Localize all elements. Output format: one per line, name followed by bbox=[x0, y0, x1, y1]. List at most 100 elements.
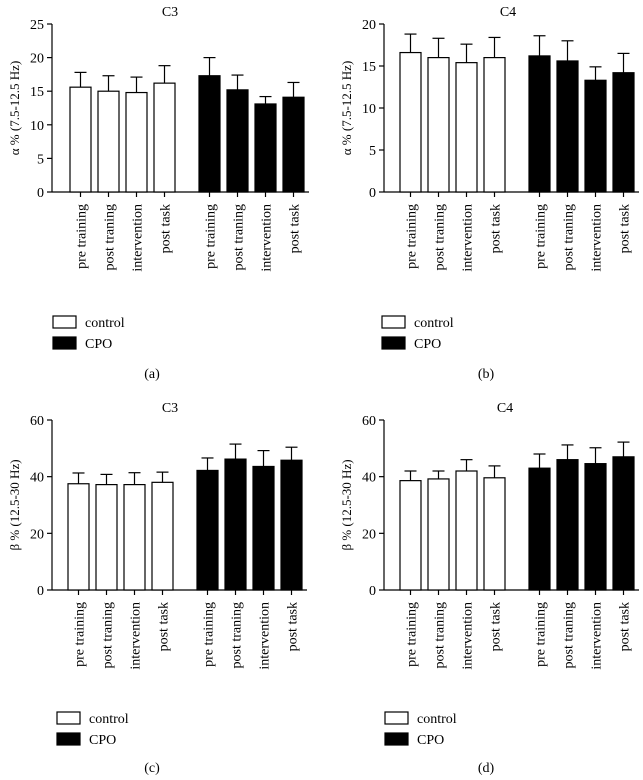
bar-control-1 bbox=[69, 86, 92, 193]
bar-cpo-2 bbox=[556, 60, 579, 193]
y-tick-label: 15 bbox=[362, 60, 376, 75]
bar-cpo-1 bbox=[198, 75, 221, 193]
x-tick-label: pre training bbox=[75, 204, 90, 269]
bar-control-3 bbox=[455, 470, 478, 591]
y-tick-label: 60 bbox=[362, 414, 376, 429]
bar-control-2 bbox=[97, 90, 120, 193]
y-tick-label: 0 bbox=[37, 584, 44, 599]
panel-label: (c) bbox=[144, 761, 160, 776]
legend-swatch-cpo bbox=[56, 732, 81, 746]
y-tick-label: 15 bbox=[30, 85, 44, 100]
legend-label-cpo: CPO bbox=[414, 337, 441, 352]
bar-control-4 bbox=[483, 56, 506, 193]
chart-title: C4 bbox=[500, 5, 516, 20]
y-tick-label: 60 bbox=[30, 414, 44, 429]
legend-swatch-cpo bbox=[52, 336, 77, 350]
panel-label: (d) bbox=[478, 761, 495, 776]
legend-label-cpo: CPO bbox=[85, 337, 112, 352]
x-tick-label: post task bbox=[288, 204, 303, 253]
bar-control-1 bbox=[399, 51, 422, 193]
legend-swatch-control bbox=[381, 315, 406, 329]
x-tick-label: post traning bbox=[103, 204, 118, 271]
y-axis-label: β % (12.5-30 Hz) bbox=[339, 459, 354, 550]
bar-control-4 bbox=[483, 477, 506, 591]
x-tick-label: pre training bbox=[534, 204, 549, 269]
legend-label-control: control bbox=[85, 316, 125, 331]
legend-swatch-control bbox=[52, 315, 77, 329]
legend-label-control: control bbox=[417, 712, 457, 727]
chart-panel-1: C3 0 5 10 15 20 25 α % (7.5-12.5 Hz) pre trainin… bbox=[7, 5, 309, 382]
bar-cpo-4 bbox=[612, 72, 635, 193]
legend: control CPO bbox=[381, 315, 454, 352]
x-tick-label: post task bbox=[157, 602, 172, 651]
x-tick-label: intervention bbox=[131, 204, 146, 272]
y-axis-label: α % (7.5-12.5 Hz) bbox=[339, 61, 354, 156]
bar-control-2 bbox=[95, 484, 118, 591]
x-tick-label: pre training bbox=[202, 602, 217, 667]
y-tick-label: 20 bbox=[362, 18, 376, 33]
bar-cpo-4 bbox=[280, 459, 303, 591]
x-tick-label: pre training bbox=[534, 602, 549, 667]
bar-cpo-2 bbox=[224, 458, 247, 591]
chart-panel-4: C4 0 20 40 60 β % (12.5-30 Hz) pre training pos… bbox=[339, 401, 639, 776]
x-tick-label: post task bbox=[618, 602, 633, 651]
panel-label: (b) bbox=[478, 367, 495, 382]
legend: control CPO bbox=[56, 711, 129, 748]
y-tick-label: 40 bbox=[362, 471, 376, 486]
x-tick-label: intervention bbox=[590, 602, 605, 670]
x-tick-label: pre training bbox=[405, 204, 420, 269]
x-tick-label: post traning bbox=[433, 602, 448, 669]
chart-panel-2: C4 0 5 10 15 20 α % (7.5-12.5 Hz) pre training p… bbox=[339, 5, 639, 382]
y-tick-label: 10 bbox=[30, 119, 44, 134]
legend: control CPO bbox=[52, 315, 125, 352]
y-tick-label: 10 bbox=[362, 102, 376, 117]
bar-control-4 bbox=[151, 481, 174, 591]
x-tick-label: intervention bbox=[260, 204, 275, 272]
y-tick-label: 5 bbox=[37, 152, 44, 167]
x-tick-label: post task bbox=[618, 204, 633, 253]
legend-label-cpo: CPO bbox=[89, 733, 116, 748]
chart-panel-3: C3 0 20 40 60 β % (12.5-30 Hz) pre training pos… bbox=[7, 401, 307, 776]
y-axis-label: α % (7.5-12.5 Hz) bbox=[7, 61, 22, 156]
chart-title: C4 bbox=[497, 401, 513, 416]
x-tick-label: intervention bbox=[590, 204, 605, 272]
x-tick-label: post task bbox=[286, 602, 301, 651]
y-tick-label: 5 bbox=[369, 144, 376, 159]
bar-cpo-1 bbox=[528, 467, 551, 591]
bar-control-2 bbox=[427, 56, 450, 193]
y-tick-label: 25 bbox=[30, 18, 44, 33]
y-tick-label: 20 bbox=[30, 52, 44, 67]
chart-title: C3 bbox=[162, 401, 178, 416]
bar-cpo-3 bbox=[584, 79, 607, 193]
x-tick-label: post traning bbox=[232, 204, 247, 271]
legend-label-control: control bbox=[414, 316, 454, 331]
bar-control-3 bbox=[125, 91, 148, 193]
bar-cpo-4 bbox=[612, 456, 635, 591]
y-tick-label: 0 bbox=[37, 186, 44, 201]
y-tick-label: 20 bbox=[362, 527, 376, 542]
x-tick-label: pre training bbox=[405, 602, 420, 667]
legend-swatch-control bbox=[56, 711, 81, 725]
bar-cpo-2 bbox=[226, 89, 249, 193]
x-tick-label: intervention bbox=[129, 602, 144, 670]
y-tick-label: 20 bbox=[30, 527, 44, 542]
x-tick-label: pre training bbox=[73, 602, 88, 667]
bar-cpo-4 bbox=[282, 96, 305, 193]
bar-cpo-1 bbox=[196, 469, 219, 591]
bar-cpo-3 bbox=[584, 463, 607, 591]
x-tick-label: post traning bbox=[230, 602, 245, 669]
bar-control-4 bbox=[153, 82, 176, 193]
legend-swatch-cpo bbox=[384, 732, 409, 746]
legend-swatch-cpo bbox=[381, 336, 406, 350]
legend-swatch-control bbox=[384, 711, 409, 725]
y-tick-label: 0 bbox=[369, 584, 376, 599]
x-tick-label: post task bbox=[159, 204, 174, 253]
bar-control-3 bbox=[123, 484, 146, 591]
x-tick-label: post traning bbox=[562, 602, 577, 669]
x-tick-label: post task bbox=[489, 602, 504, 651]
y-axis-label: β % (12.5-30 Hz) bbox=[7, 459, 22, 550]
legend-label-cpo: CPO bbox=[417, 733, 444, 748]
bar-cpo-3 bbox=[252, 465, 275, 591]
bar-cpo-3 bbox=[254, 103, 277, 193]
